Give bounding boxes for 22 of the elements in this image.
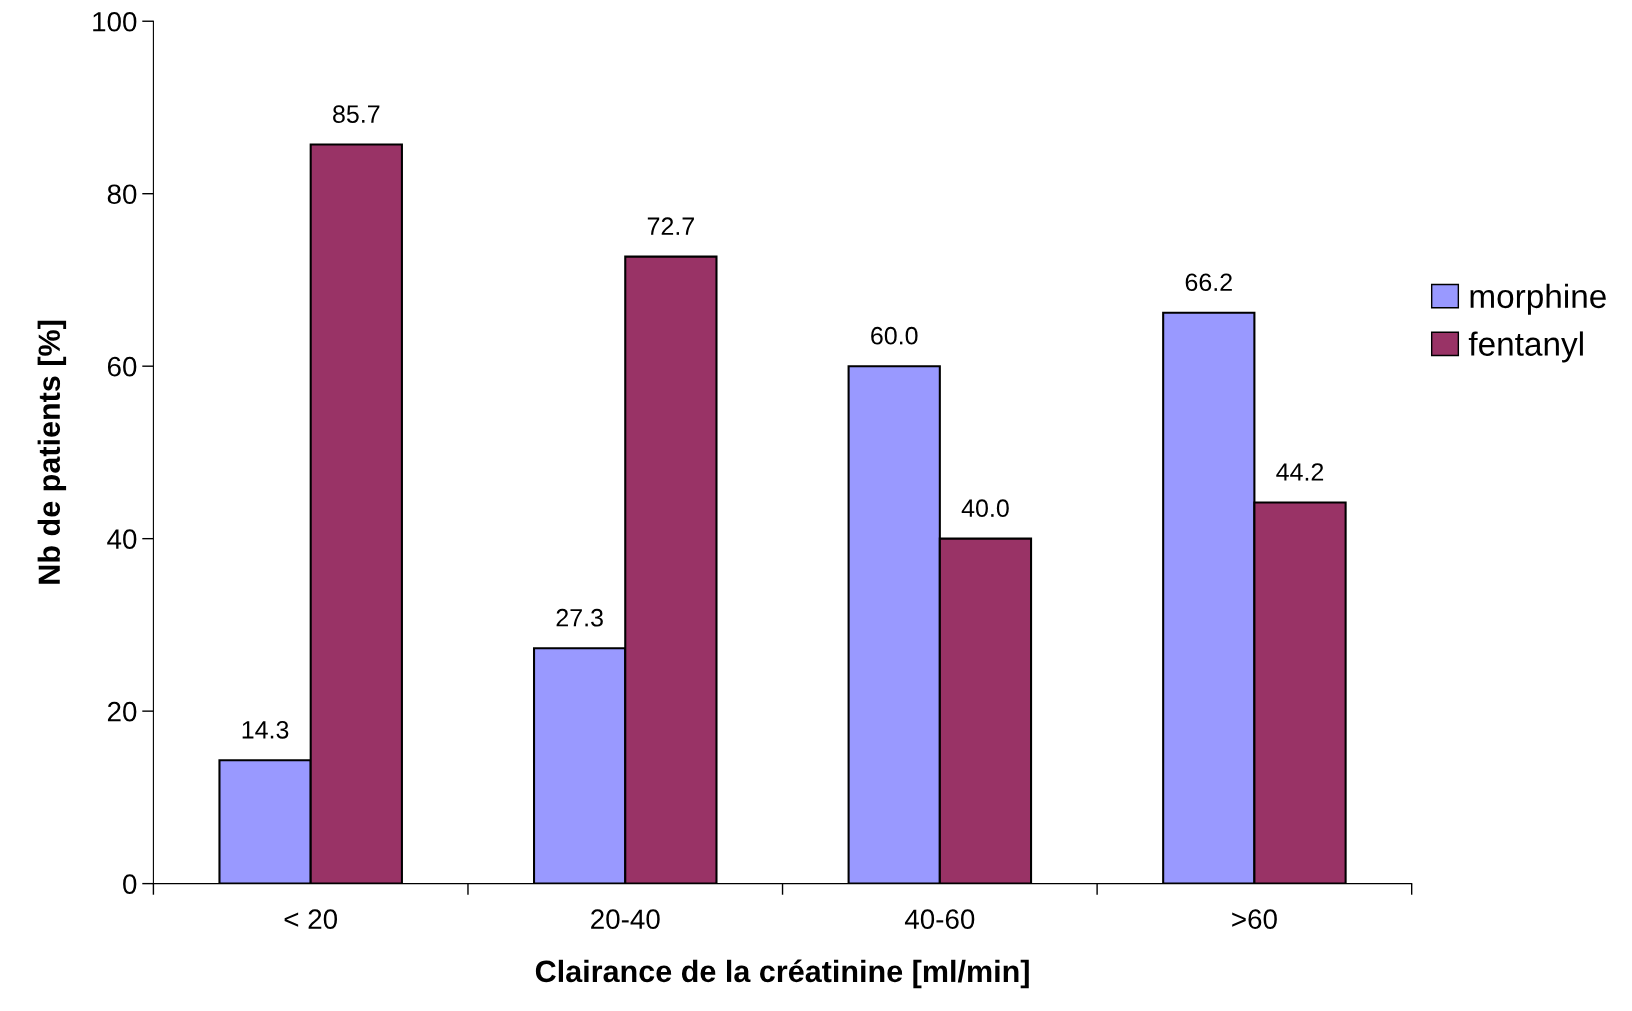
y-tick-label: 60: [107, 356, 137, 377]
x-tick-label: 40-60: [904, 909, 975, 930]
y-axis-title: Nb de patients [%]: [37, 320, 67, 584]
y-tick-label: 40: [107, 529, 137, 549]
x-tick-label: 20-40: [591, 909, 660, 930]
x-tick-label: >60: [1232, 909, 1277, 930]
data-label: 60.0: [871, 326, 918, 345]
data-label: 72.7: [647, 217, 694, 235]
data-label: 14.3: [242, 720, 289, 739]
x-tick-label: < 20: [284, 909, 338, 930]
data-label: 44.2: [1276, 463, 1324, 481]
legend-label: morphine: [1470, 283, 1606, 315]
y-tick-label: 0: [123, 874, 137, 894]
data-label: 85.7: [333, 105, 380, 123]
y-tick-label: 20: [107, 701, 137, 722]
y-tick-label: 80: [107, 184, 137, 205]
data-label: 27.3: [556, 608, 603, 627]
data-label: 40.0: [961, 499, 1009, 518]
data-label: 66.2: [1185, 273, 1232, 292]
y-tick-label: 100: [93, 11, 137, 32]
x-axis-title: Clairance de la créatinine [ml/min]: [535, 959, 1029, 989]
legend-label: fentanyl: [1468, 331, 1583, 363]
